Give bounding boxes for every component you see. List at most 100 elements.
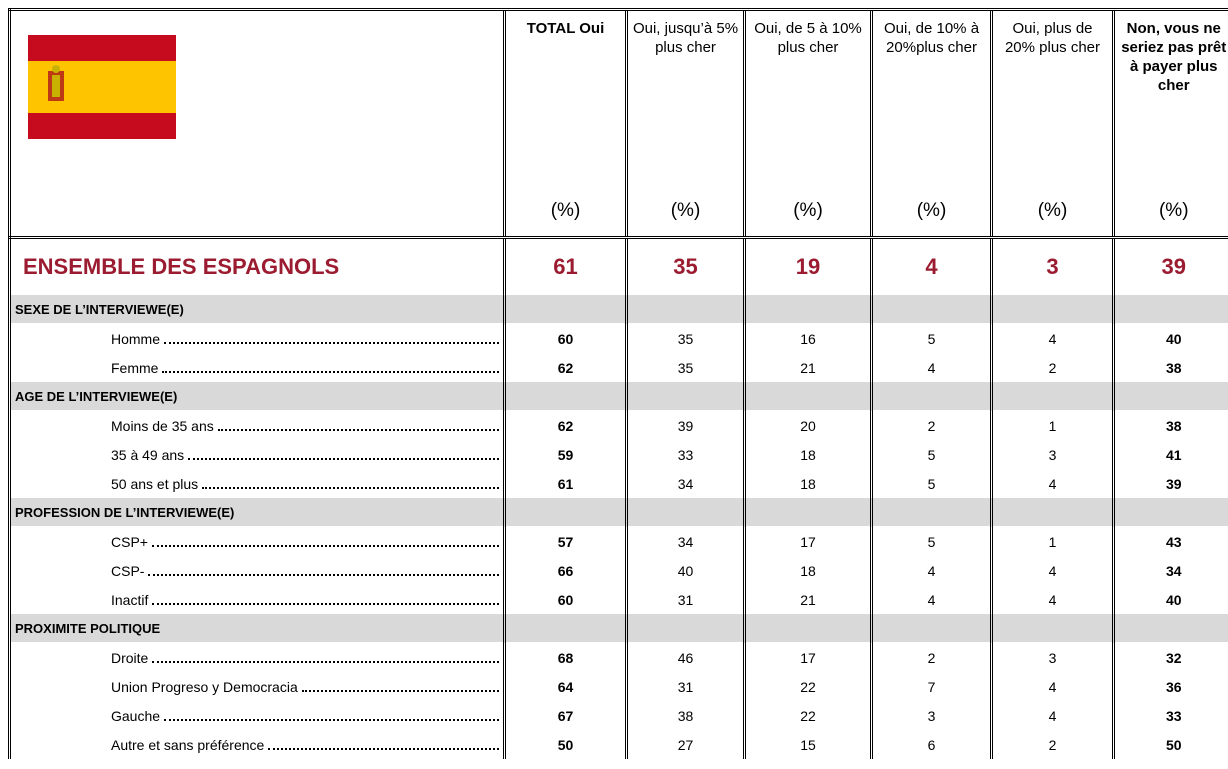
cell-value: 67 xyxy=(503,701,627,730)
dot-leader xyxy=(152,660,499,663)
cell-value: 61 xyxy=(503,469,627,498)
cell-value: 4 xyxy=(990,701,1114,730)
section-title: SEXE DE L’INTERVIEWE(E) xyxy=(8,295,505,324)
section-cell xyxy=(870,614,992,643)
row-label: Inactif xyxy=(111,591,149,608)
cell-value: 22 xyxy=(743,672,872,701)
row-label-cell: Femme xyxy=(8,353,505,382)
total-value: 3 xyxy=(990,237,1114,295)
data-row: CSP- 66 40 18 4 4 34 xyxy=(8,556,1228,585)
cell-value: 5 xyxy=(870,469,992,498)
section-cell xyxy=(1112,382,1228,411)
cell-value: 43 xyxy=(1112,526,1228,556)
column-unit: (%) xyxy=(743,186,872,239)
row-label-wrap: Gauche xyxy=(11,708,503,724)
row-label: Union Progreso y Democracia xyxy=(111,678,298,695)
cell-value: 1 xyxy=(990,526,1114,556)
dot-leader xyxy=(148,573,499,576)
cell-value: 15 xyxy=(743,730,872,759)
row-label: 50 ans et plus xyxy=(111,475,199,492)
data-row: Moins de 35 ans 62 39 20 2 1 38 xyxy=(8,410,1228,440)
row-label-cell: 35 à 49 ans xyxy=(8,440,505,469)
section-cell xyxy=(625,382,745,411)
cell-value: 2 xyxy=(870,410,992,440)
dot-leader xyxy=(152,602,499,605)
section-cell xyxy=(990,614,1114,643)
cell-value: 39 xyxy=(625,410,745,440)
cell-value: 3 xyxy=(990,440,1114,469)
results-table: TOTAL Oui Oui, jusqu’à 5% plus cher Oui, d… xyxy=(8,8,1228,759)
cell-value: 4 xyxy=(990,469,1114,498)
total-value: 61 xyxy=(503,237,627,295)
cell-value: 60 xyxy=(503,585,627,614)
cell-value: 50 xyxy=(1112,730,1228,759)
total-value: 39 xyxy=(1112,237,1228,295)
cell-value: 64 xyxy=(503,672,627,701)
column-header: Non, vous ne seriez pas prêt à payer plu… xyxy=(1112,8,1228,186)
cell-value: 34 xyxy=(625,469,745,498)
column-header: Oui, plus de 20% plus cher xyxy=(990,8,1114,186)
cell-value: 32 xyxy=(1112,642,1228,672)
data-row: Droite 68 46 17 2 3 32 xyxy=(8,642,1228,672)
row-label-cell: Autre et sans préférence xyxy=(8,730,505,759)
cell-value: 18 xyxy=(743,469,872,498)
cell-value: 17 xyxy=(743,642,872,672)
dot-leader xyxy=(151,544,499,547)
data-row: Homme 60 35 16 5 4 40 xyxy=(8,323,1228,353)
cell-value: 33 xyxy=(625,440,745,469)
cell-value: 34 xyxy=(625,526,745,556)
row-label-wrap: Autre et sans préférence xyxy=(11,737,503,753)
column-unit: (%) xyxy=(990,186,1114,239)
row-label: CSP+ xyxy=(111,533,148,550)
dot-leader xyxy=(188,457,499,460)
cell-value: 2 xyxy=(870,642,992,672)
cell-value: 38 xyxy=(1112,410,1228,440)
cell-value: 21 xyxy=(743,585,872,614)
cell-value: 46 xyxy=(625,642,745,672)
section-cell xyxy=(743,295,872,324)
section-row: PROFESSION DE L’INTERVIEWE(E) xyxy=(8,498,1228,527)
cell-value: 4 xyxy=(990,672,1114,701)
cell-value: 5 xyxy=(870,440,992,469)
total-value: 19 xyxy=(743,237,872,295)
row-label-cell: CSP+ xyxy=(8,526,505,556)
cell-value: 18 xyxy=(743,440,872,469)
section-cell xyxy=(1112,295,1228,324)
section-cell xyxy=(1112,498,1228,527)
total-value: 35 xyxy=(625,237,745,295)
section-cell xyxy=(625,295,745,324)
cell-value: 2 xyxy=(990,353,1114,382)
row-label: Moins de 35 ans xyxy=(111,417,214,434)
cell-value: 31 xyxy=(625,585,745,614)
cell-value: 27 xyxy=(625,730,745,759)
column-unit: (%) xyxy=(503,186,627,239)
row-label: Autre et sans préférence xyxy=(111,736,265,753)
row-label: Droite xyxy=(111,649,149,666)
section-cell xyxy=(503,498,627,527)
cell-value: 4 xyxy=(990,556,1114,585)
data-row: 50 ans et plus 61 34 18 5 4 39 xyxy=(8,469,1228,498)
cell-value: 4 xyxy=(870,585,992,614)
data-row: CSP+ 57 34 17 5 1 43 xyxy=(8,526,1228,556)
column-header: Oui, de 10% à 20%plus cher xyxy=(870,8,992,186)
section-cell xyxy=(870,295,992,324)
section-cell xyxy=(743,498,872,527)
section-cell xyxy=(743,382,872,411)
cell-value: 6 xyxy=(870,730,992,759)
section-cell xyxy=(870,382,992,411)
data-row: 35 à 49 ans 59 33 18 5 3 41 xyxy=(8,440,1228,469)
total-row: ENSEMBLE DES ESPAGNOLS 61 35 19 4 3 39 xyxy=(8,237,1228,295)
cell-value: 17 xyxy=(743,526,872,556)
cell-value: 4 xyxy=(990,323,1114,353)
row-label-cell: Union Progreso y Democracia xyxy=(8,672,505,701)
cell-value: 50 xyxy=(503,730,627,759)
row-label: CSP- xyxy=(111,562,145,579)
data-row: Gauche 67 38 22 3 4 33 xyxy=(8,701,1228,730)
section-cell xyxy=(503,295,627,324)
row-label-wrap: Droite xyxy=(11,650,503,666)
row-label-cell: Homme xyxy=(8,323,505,353)
cell-value: 62 xyxy=(503,353,627,382)
cell-value: 22 xyxy=(743,701,872,730)
row-label: 35 à 49 ans xyxy=(111,446,185,463)
cell-value: 16 xyxy=(743,323,872,353)
